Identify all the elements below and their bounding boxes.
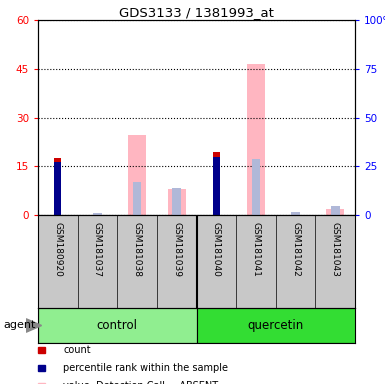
Text: GSM181041: GSM181041: [251, 222, 260, 277]
Bar: [128, 136, 146, 215]
Bar: [331, 206, 340, 215]
Text: GSM181043: GSM181043: [331, 222, 340, 277]
Title: GDS3133 / 1381993_at: GDS3133 / 1381993_at: [119, 6, 274, 19]
Bar: [326, 209, 344, 215]
Bar: [93, 213, 102, 215]
Bar: [251, 159, 260, 215]
Text: GSM181038: GSM181038: [132, 222, 142, 277]
Text: count: count: [63, 345, 90, 355]
Bar: [54, 162, 61, 215]
Bar: [168, 189, 186, 215]
Text: GSM181040: GSM181040: [212, 222, 221, 277]
Bar: [247, 64, 265, 215]
Text: GSM181042: GSM181042: [291, 222, 300, 277]
Text: GSM181039: GSM181039: [172, 222, 181, 277]
Text: agent: agent: [4, 321, 36, 331]
Polygon shape: [26, 319, 42, 332]
Bar: [172, 188, 181, 215]
Bar: [196, 308, 375, 343]
Text: quercetin: quercetin: [248, 319, 304, 332]
Text: GSM180920: GSM180920: [53, 222, 62, 277]
Bar: [213, 157, 220, 215]
Text: GSM181037: GSM181037: [93, 222, 102, 277]
Bar: [291, 212, 300, 215]
Bar: [133, 182, 141, 215]
Bar: [54, 158, 61, 215]
Text: percentile rank within the sample: percentile rank within the sample: [63, 363, 228, 373]
Text: value, Detection Call = ABSENT: value, Detection Call = ABSENT: [63, 381, 218, 384]
Text: control: control: [97, 319, 138, 332]
Bar: [213, 152, 220, 215]
Bar: [38, 308, 196, 343]
